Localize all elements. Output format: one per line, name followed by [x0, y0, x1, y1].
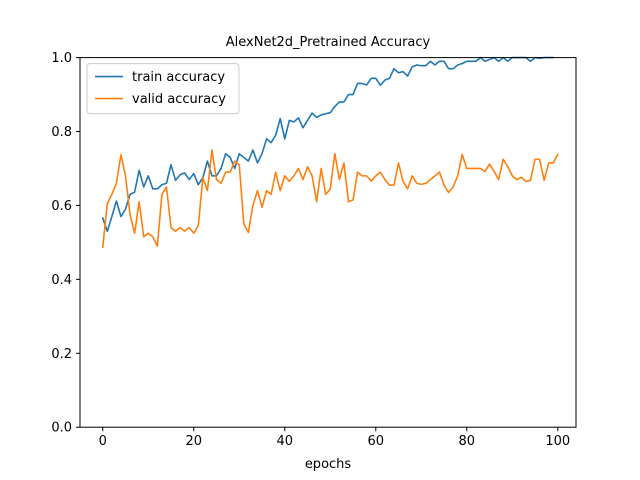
- legend: train accuracy valid accuracy: [86, 63, 240, 115]
- y-tick-label: 0.4: [51, 273, 72, 288]
- y-tick-label: 0.6: [51, 199, 72, 214]
- x-axis-label: epochs: [305, 457, 352, 472]
- series-line-0: [101, 56, 555, 233]
- x-tick-label: 60: [368, 434, 385, 449]
- plot-frame: [79, 57, 577, 428]
- y-tick-label: 1.0: [51, 51, 72, 66]
- x-tick-label: 40: [276, 434, 293, 449]
- x-tick-label: 80: [459, 434, 476, 449]
- y-tick-label: 0.8: [51, 125, 72, 140]
- x-tick-label: 20: [185, 434, 202, 449]
- series-line-1: [101, 149, 559, 249]
- y-tick-label: 0.0: [51, 421, 72, 436]
- series-layer: [101, 56, 559, 249]
- legend-label-0: train accuracy: [132, 70, 225, 85]
- x-axis: 0 20 40 60 80 100: [99, 427, 570, 449]
- x-tick-label: 0: [99, 434, 107, 449]
- legend-label-1: valid accuracy: [132, 92, 226, 107]
- y-axis: 0.0 0.2 0.4 0.6 0.8 1.0: [51, 51, 80, 436]
- legend-box: [86, 63, 240, 115]
- y-tick-label: 0.2: [51, 347, 72, 362]
- chart-title: AlexNet2d_Pretrained Accuracy: [226, 35, 431, 50]
- x-tick-label: 100: [545, 434, 570, 449]
